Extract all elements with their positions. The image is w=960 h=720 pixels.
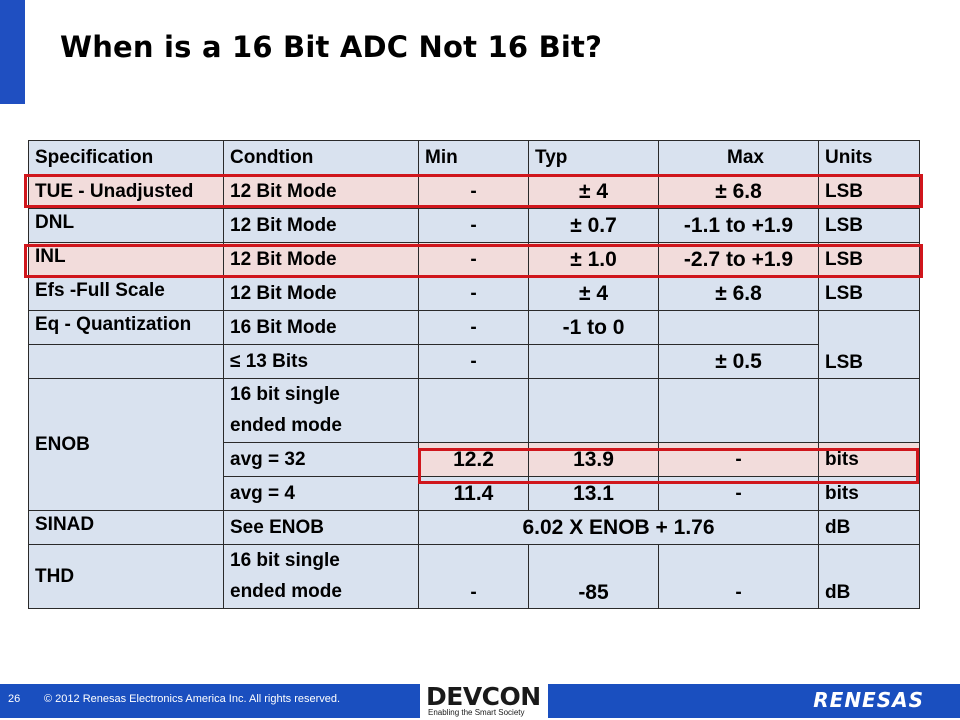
condition-line-2: ended mode xyxy=(230,415,342,436)
cell-condition: See ENOB xyxy=(223,510,419,545)
cell-units: LSB xyxy=(818,242,920,277)
cell-typ xyxy=(528,378,659,443)
cell-units: LSB xyxy=(818,276,920,311)
table-row-enob-mode: ENOB 16 bit single ended mode xyxy=(28,378,920,511)
cell-spec: Efs -Full Scale xyxy=(28,276,224,311)
cell-typ: -1 to 0 xyxy=(528,310,659,345)
cell-spec xyxy=(28,344,224,379)
cell-spec: DNL xyxy=(28,208,224,243)
cell-spec: INL xyxy=(28,242,224,277)
cell-units: LSB xyxy=(818,208,920,243)
cell-typ: ± 0.7 xyxy=(528,208,659,243)
table-row-thd: THD 16 bit single ended mode - -85 - dB xyxy=(28,544,920,609)
renesas-logo: RENESAS xyxy=(813,688,924,712)
cell-condition: 16 bit single ended mode xyxy=(223,378,419,443)
cell-min: 11.4 xyxy=(418,476,529,511)
table-row-efs: Efs -Full Scale 12 Bit Mode - ± 4 ± 6.8 … xyxy=(28,276,920,311)
cell-condition: 12 Bit Mode xyxy=(223,276,419,311)
table-row-sinad: SINAD See ENOB 6.02 X ENOB + 1.76 dB xyxy=(28,510,920,545)
cell-spec: THD xyxy=(28,544,224,609)
cell-typ: -85 xyxy=(528,544,659,609)
condition-line-1: 16 bit single xyxy=(230,384,340,405)
cell-condition: 12 Bit Mode xyxy=(223,242,419,277)
cell-condition: 16 Bit Mode xyxy=(223,310,419,345)
cell-units: bits xyxy=(818,476,920,511)
spec-table: Specification Condtion Min Typ Max Units… xyxy=(28,140,920,609)
devcon-logo-text: DEVCON xyxy=(426,682,541,711)
cell-condition: avg = 32 xyxy=(223,442,419,477)
cell-max: -1.1 to +1.9 xyxy=(658,208,819,243)
footer-left-bar: 26 © 2012 Renesas Electronics America In… xyxy=(0,684,420,718)
header-condition: Condtion xyxy=(223,140,419,175)
cell-max: ± 6.8 xyxy=(658,276,819,311)
table-header-row: Specification Condtion Min Typ Max Units xyxy=(28,140,920,175)
header-min: Min xyxy=(418,140,529,175)
cell-min: - xyxy=(418,344,529,379)
cell-typ: ± 1.0 xyxy=(528,242,659,277)
cell-condition: 16 bit single ended mode xyxy=(223,544,419,609)
table-row-inl: INL 12 Bit Mode - ± 1.0 -2.7 to +1.9 LSB xyxy=(28,242,920,277)
cell-max: - xyxy=(658,442,819,477)
cell-min: - xyxy=(418,310,529,345)
cell-spec: Eq - Quantization xyxy=(28,310,224,345)
cell-max xyxy=(658,378,819,443)
cell-units: dB xyxy=(818,544,920,609)
footer: 26 © 2012 Renesas Electronics America In… xyxy=(0,682,960,720)
devcon-logo: DEVCON Enabling the Smart Society xyxy=(420,682,548,720)
cell-max: - xyxy=(658,476,819,511)
cell-condition: 12 Bit Mode xyxy=(223,174,419,209)
cell-units: LSB xyxy=(818,174,920,209)
condition-line-1: 16 bit single xyxy=(230,550,340,571)
cell-formula: 6.02 X ENOB + 1.76 xyxy=(418,510,819,545)
cell-min: - xyxy=(418,208,529,243)
header-specification: Specification xyxy=(28,140,224,175)
cell-min xyxy=(418,378,529,443)
cell-min: - xyxy=(418,174,529,209)
cell-min: - xyxy=(418,276,529,311)
cell-max: ± 6.8 xyxy=(658,174,819,209)
cell-units xyxy=(818,378,920,443)
condition-line-2: ended mode xyxy=(230,581,342,602)
cell-spec: SINAD xyxy=(28,510,224,545)
cell-max: -2.7 to +1.9 xyxy=(658,242,819,277)
table-row-eq: Eq - Quantization 16 Bit Mode - -1 to 0 … xyxy=(28,310,920,379)
header-units: Units xyxy=(818,140,920,175)
cell-condition: 12 Bit Mode xyxy=(223,208,419,243)
table-row-tue: TUE - Unadjusted 12 Bit Mode - ± 4 ± 6.8… xyxy=(28,174,920,209)
accent-bar xyxy=(0,0,25,104)
footer-right-bar: RENESAS xyxy=(548,684,960,718)
devcon-tagline: Enabling the Smart Society xyxy=(428,708,525,717)
page-number: 26 xyxy=(8,693,21,705)
cell-typ: 13.9 xyxy=(528,442,659,477)
cell-condition: ≤ 13 Bits xyxy=(223,344,419,379)
cell-min: - xyxy=(418,242,529,277)
cell-condition: avg = 4 xyxy=(223,476,419,511)
header-typ: Typ xyxy=(528,140,659,175)
cell-typ xyxy=(528,344,659,379)
cell-typ: 13.1 xyxy=(528,476,659,511)
header-max: Max xyxy=(658,140,819,175)
cell-typ: ± 4 xyxy=(528,174,659,209)
copyright-text: © 2012 Renesas Electronics America Inc. … xyxy=(44,693,341,705)
cell-min: - xyxy=(418,544,529,609)
cell-min: 12.2 xyxy=(418,442,529,477)
table-row-eq-13bits: ≤ 13 Bits - ± 0.5 xyxy=(28,344,920,379)
table-row-dnl: DNL 12 Bit Mode - ± 0.7 -1.1 to +1.9 LSB xyxy=(28,208,920,243)
cell-units: bits xyxy=(818,442,920,477)
cell-spec-enob: ENOB xyxy=(28,378,224,511)
cell-units: LSB xyxy=(818,310,920,379)
cell-max: ± 0.5 xyxy=(658,344,819,379)
cell-max: - xyxy=(658,544,819,609)
slide-title: When is a 16 Bit ADC Not 16 Bit? xyxy=(60,30,603,64)
cell-units: dB xyxy=(818,510,920,545)
cell-spec: TUE - Unadjusted xyxy=(28,174,224,209)
cell-max xyxy=(658,310,819,345)
cell-typ: ± 4 xyxy=(528,276,659,311)
